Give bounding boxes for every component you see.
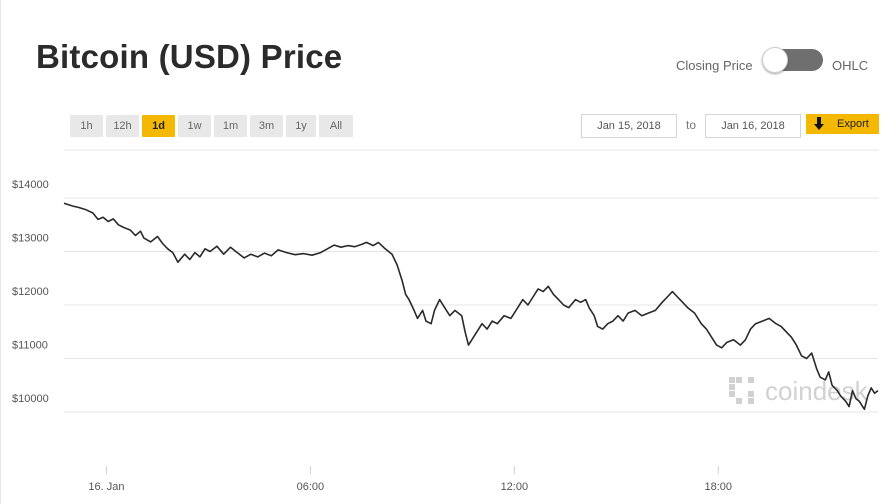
end-date-input[interactable]: Jan 16, 2018 — [705, 114, 801, 138]
page-title: Bitcoin (USD) Price — [36, 38, 343, 75]
y-tick-label: $10000 — [12, 393, 49, 405]
grid-lines — [64, 197, 878, 413]
x-tick-label: 12:00 — [501, 481, 529, 493]
range-button-3m[interactable]: 3m — [250, 115, 283, 137]
range-button-1m[interactable]: 1m — [214, 115, 247, 137]
toggle-knob[interactable] — [762, 47, 788, 73]
price-series-line — [63, 202, 879, 411]
export-label: Export — [837, 118, 869, 130]
watermark-text: coindesk — [765, 376, 869, 406]
range-button-1h[interactable]: 1h — [70, 115, 103, 137]
y-tick-label: $14000 — [12, 179, 49, 191]
x-axis-labels: 16. Jan 06:00 12:00 18:00 — [88, 466, 732, 493]
y-tick-label: $13000 — [12, 233, 49, 245]
range-button-1y[interactable]: 1y — [286, 115, 316, 137]
coindesk-logo-icon — [729, 377, 754, 404]
coindesk-watermark: coindesk — [729, 376, 869, 406]
ohlc-label: OHLC — [832, 58, 869, 73]
x-tick-label: 16. Jan — [88, 481, 124, 493]
range-button-12h[interactable]: 12h — [106, 115, 139, 137]
x-tick-label: 18:00 — [704, 481, 732, 493]
start-date-input[interactable]: Jan 15, 2018 — [581, 114, 677, 138]
y-tick-label: $12000 — [12, 286, 49, 298]
left-border — [0, 0, 1, 504]
chart-mode-toggle[interactable] — [762, 47, 823, 73]
export-button[interactable]: Export — [806, 114, 879, 134]
to-label: to — [686, 118, 697, 132]
y-tick-label: $11000 — [12, 340, 48, 352]
closing-price-label: Closing Price — [676, 58, 753, 73]
range-button-1w[interactable]: 1w — [178, 115, 211, 137]
x-tick-label: 06:00 — [297, 481, 325, 493]
range-button-1d[interactable]: 1d — [142, 115, 175, 137]
range-button-all[interactable]: All — [319, 115, 353, 137]
range-selector: 1h 12h 1d 1w 1m 3m 1y All — [70, 115, 353, 137]
y-axis-labels: $10000 $11000 $12000 $13000 $14000 — [12, 179, 49, 405]
download-arrow-icon — [814, 117, 824, 130]
